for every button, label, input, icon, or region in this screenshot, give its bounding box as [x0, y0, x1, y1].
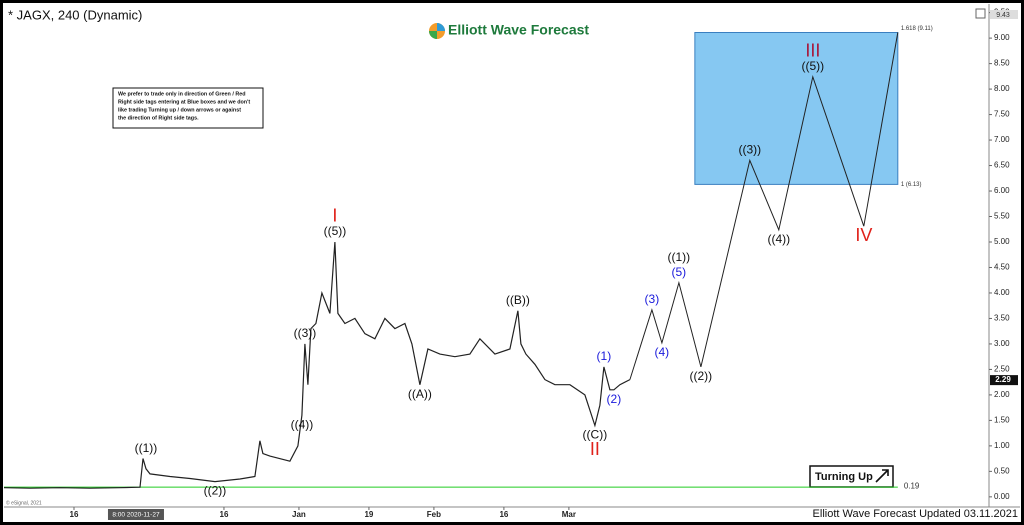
x-tick-label: Jan — [292, 510, 306, 519]
logo-icon-part — [437, 23, 445, 31]
wave-label: ((2)) — [204, 484, 227, 498]
support-label: 0.19 — [904, 481, 920, 490]
window-icon — [975, 8, 986, 19]
wave-label: (1) — [597, 349, 612, 363]
high-marker-label: 9.43 — [996, 12, 1010, 19]
note-frame — [112, 87, 264, 129]
x-tick-label: 16 — [220, 510, 229, 519]
wave-label: ((B)) — [506, 293, 530, 307]
wave-label: (5) — [672, 265, 687, 279]
y-tick-label: 0.00 — [994, 492, 1010, 501]
wave-label: (3) — [645, 292, 660, 306]
footer: Elliott Wave Forecast Updated 03.11.2021 — [813, 508, 1018, 520]
wave-label: ((2)) — [690, 369, 713, 383]
y-tick-label: 0.50 — [994, 466, 1010, 475]
wave-degree-label: II — [590, 439, 600, 459]
last-price-label: 2.29 — [995, 375, 1011, 384]
x-tick-label: Mar — [562, 510, 576, 519]
wave-degree-label: I — [332, 206, 337, 226]
chart-title: * JAGX, 240 (Dynamic) — [8, 7, 142, 22]
logo-icon-part — [429, 31, 437, 39]
target-box — [694, 32, 899, 185]
note-line: Right side tags entering at Blue boxes a… — [118, 99, 250, 105]
y-tick-label: 6.50 — [994, 161, 1010, 170]
target-upper-label: 1.618 (9.11) — [901, 26, 933, 32]
y-tick-label: 1.00 — [994, 441, 1010, 450]
x-tick-label: 19 — [364, 510, 373, 519]
y-tick-label: 3.50 — [994, 314, 1010, 323]
y-tick-label: 7.00 — [994, 135, 1010, 144]
last-price-box — [990, 375, 1018, 386]
projection-line — [629, 32, 899, 380]
y-tick-label: 8.50 — [994, 59, 1010, 68]
wave-label: ((1)) — [135, 441, 158, 455]
y-tick-label: 5.00 — [994, 237, 1010, 246]
y-tick-label: 2.00 — [994, 390, 1010, 399]
y-tick-label: 3.00 — [994, 339, 1010, 348]
x-tick-label: 16 — [499, 510, 508, 519]
y-tick-label: 5.50 — [994, 212, 1010, 221]
y-tick-label: 8.00 — [994, 84, 1010, 93]
brand-logo: Elliott Wave Forecast — [429, 22, 589, 39]
wave-label: (4) — [655, 345, 670, 359]
y-tick-label: 4.00 — [994, 288, 1010, 297]
wave-label: ((A)) — [408, 387, 432, 401]
wave-label: ((4)) — [291, 417, 314, 431]
wave-label: ((4)) — [768, 232, 791, 246]
x-tick-label: 16 — [70, 510, 79, 519]
brand-name: Elliott Wave Forecast — [448, 22, 589, 38]
wave-label: ((5)) — [324, 224, 347, 238]
y-tick-label: 1.50 — [994, 415, 1010, 424]
wave-label: (2) — [607, 392, 622, 406]
y-tick-label: 7.50 — [994, 110, 1010, 119]
y-tick-label: 4.50 — [994, 263, 1010, 272]
note-line: We prefer to trade only in direction of … — [118, 91, 246, 97]
crosshair-date-box — [107, 509, 164, 520]
wave-label: ((3)) — [739, 143, 762, 157]
y-tick-label: 6.00 — [994, 186, 1010, 195]
wave-degree-label: IV — [855, 225, 872, 245]
y-tick-label: 9.00 — [994, 33, 1010, 42]
wave-label: ((1)) — [668, 250, 691, 264]
price-line — [3, 241, 631, 489]
wave-label: ((5)) — [801, 59, 824, 73]
turning-up-button: Turning Up — [809, 465, 894, 488]
wave-degree-label: III — [805, 41, 820, 61]
high-marker-box — [990, 10, 1018, 19]
note-line: the direction of Right side tags. — [118, 115, 199, 121]
note-box: We prefer to trade only in direction of … — [112, 87, 264, 129]
button-label: Turning Up — [815, 471, 873, 483]
button-arrow — [875, 469, 889, 483]
wave-label: ((C)) — [583, 428, 608, 442]
y-tick-label: 2.50 — [994, 365, 1010, 374]
copyright: © eSignal, 2021 — [6, 499, 42, 506]
target-lower-label: 1 (6.13) — [901, 182, 922, 188]
crosshair-date: 8:00 2020-11-27 — [112, 512, 160, 519]
wave-label: ((3)) — [294, 326, 317, 340]
note-line: like trading Turning up / down arrows or… — [118, 107, 241, 113]
x-tick-label: Feb — [427, 510, 441, 519]
